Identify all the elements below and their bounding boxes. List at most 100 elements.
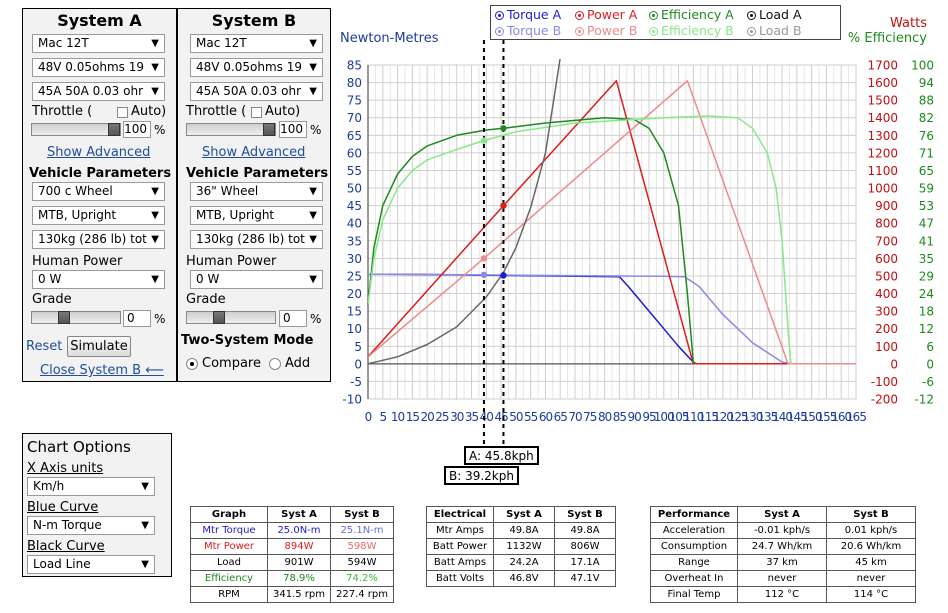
series-line-efficiency-b: [368, 115, 792, 364]
grade-value-b[interactable]: 0: [279, 310, 307, 327]
legend-torque-b[interactable]: Torque B: [495, 23, 561, 38]
grade-slider-handle-b[interactable]: [213, 311, 225, 324]
throttle-value-b[interactable]: 100: [279, 121, 307, 138]
y-watts-tick-label: 600: [875, 252, 898, 266]
y-watts-tick-label: 200: [875, 322, 898, 336]
table-row: Batt Power 1132W 806W: [426, 538, 616, 555]
throttle-slider-handle-b[interactable]: [263, 123, 275, 136]
grade-slider-handle-a[interactable]: [58, 311, 70, 324]
throttle-slider-handle-a[interactable]: [108, 123, 120, 136]
x-tick-label: 70: [568, 410, 582, 424]
table-row: Load 901W 594W: [190, 554, 394, 571]
row-value-a: 24.7 Wh/km: [737, 538, 827, 555]
y-watts-tick-label: 1100: [867, 164, 898, 178]
row-value-a: 341.5 rpm: [267, 586, 331, 603]
y-efficiency-tick-label: -6: [922, 375, 934, 389]
table-header: Performance: [650, 506, 738, 523]
legend-power-a[interactable]: Power A: [575, 7, 637, 22]
wheel-select-a[interactable]: 700 c Wheel ▼: [32, 182, 165, 201]
x-axis-units-select[interactable]: Km/h ▼: [27, 477, 155, 496]
human-power-select-a[interactable]: 0 W ▼: [32, 270, 165, 289]
marker-dot-power-a: [500, 202, 507, 209]
show-advanced-link-a[interactable]: Show Advanced: [47, 145, 151, 160]
auto-checkbox-b[interactable]: [251, 107, 262, 118]
row-value-a: 112 °C: [737, 586, 827, 603]
row-value-b: 45 km: [826, 554, 916, 571]
motor-select-b[interactable]: Mac 12T ▼: [190, 34, 323, 53]
y-left-tick-label: 55: [347, 164, 362, 178]
row-value-a: 49.8A: [493, 522, 555, 539]
black-curve-select[interactable]: Load Line ▼: [27, 555, 155, 574]
throttle-value-a[interactable]: 100: [123, 121, 151, 138]
y-efficiency-tick-label: 0: [926, 357, 934, 371]
blue-curve-select[interactable]: N-m Torque ▼: [27, 516, 155, 535]
battery-select-b[interactable]: 48V 0.05ohms 19 ▼: [190, 58, 323, 77]
auto-checkbox-a[interactable]: [117, 107, 128, 118]
radio-dot-icon: [649, 11, 658, 20]
row-value-b: 598W: [330, 538, 394, 555]
controller-select-a[interactable]: 45A 50A 0.03 ohr ▼: [32, 82, 165, 101]
grade-slider-a[interactable]: [31, 311, 121, 324]
series-line-power-a: [368, 80, 856, 365]
x-tick-label: 50: [509, 410, 523, 424]
bike-type-select-b[interactable]: MTB, Upright ▼: [190, 206, 323, 225]
x-tick-label: 55: [524, 410, 538, 424]
grade-label-b: Grade: [186, 292, 226, 307]
bike-type-select-a[interactable]: MTB, Upright ▼: [32, 206, 165, 225]
legend-load-a[interactable]: Load A: [747, 7, 802, 22]
percent-sign: %: [310, 312, 322, 326]
y-efficiency-tick-label: 59: [919, 182, 934, 196]
legend-efficiency-a[interactable]: Efficiency A: [649, 7, 734, 22]
table-row: Mtr Torque 25.0N-m 25.1N-m: [190, 522, 394, 539]
black-curve-label: Black Curve: [27, 539, 105, 554]
chevron-down-icon: ▼: [309, 234, 317, 245]
x-tick-label: 60: [539, 410, 553, 424]
legend-torque-a[interactable]: Torque A: [495, 7, 561, 22]
compare-radio[interactable]: [186, 358, 198, 370]
weight-select-b[interactable]: 130kg (286 lb) tot ▼: [190, 230, 323, 249]
y-watts-tick-label: 800: [875, 217, 898, 231]
legend-load-b[interactable]: Load B: [747, 23, 802, 38]
y-efficiency-tick-label: 24: [919, 287, 934, 301]
table-row: Acceleration -0.01 kph/s 0.01 kph/s: [650, 522, 916, 539]
motor-select-a[interactable]: Mac 12T ▼: [32, 34, 165, 53]
percent-sign: %: [154, 312, 166, 326]
system-b-title: System B: [211, 11, 297, 30]
y-efficiency-tick-label: 6: [926, 340, 934, 354]
y-watts-tick-label: 1700: [867, 59, 898, 73]
chevron-down-icon: ▼: [141, 520, 149, 531]
weight-select-a[interactable]: 130kg (286 lb) tot ▼: [32, 230, 165, 249]
y-left-tick-label: 60: [347, 146, 362, 160]
legend-efficiency-b[interactable]: Efficiency B: [649, 23, 734, 38]
speed-marker-a-label: A: 45.8kph: [464, 446, 539, 465]
simulate-button[interactable]: Simulate: [67, 336, 131, 357]
chevron-down-icon: ▼: [151, 38, 159, 49]
wheel-select-b[interactable]: 36" Wheel ▼: [190, 182, 323, 201]
y-left-tick-label: 10: [347, 322, 362, 336]
x-tick-label: 145: [787, 410, 807, 424]
reset-link-a[interactable]: Reset: [26, 339, 63, 354]
grade-value-a[interactable]: 0: [123, 310, 151, 327]
close-system-b-link[interactable]: Close System B ⟵: [40, 363, 164, 378]
show-advanced-link-b[interactable]: Show Advanced: [202, 145, 306, 160]
performance-chart[interactable]: Newton-Metres Watts % Efficiency -10-505…: [0, 0, 948, 470]
human-power-select-b[interactable]: 0 W ▼: [190, 270, 323, 289]
compare-label: Compare: [202, 356, 261, 371]
grade-slider-b[interactable]: [186, 311, 276, 324]
throttle-slider-b[interactable]: [186, 123, 276, 136]
series-line-power-b: [368, 80, 856, 365]
throttle-slider-a[interactable]: [31, 123, 121, 136]
y-left-tick-label: 35: [347, 234, 362, 248]
row-value-b: 49.8A: [554, 522, 616, 539]
percent-sign: %: [310, 123, 322, 137]
row-value-a: 24.2A: [493, 554, 555, 571]
x-tick-label: 75: [583, 410, 597, 424]
legend-power-b[interactable]: Power B: [575, 23, 637, 38]
add-radio[interactable]: [269, 358, 281, 370]
row-value-a: 25.0N-m: [267, 522, 331, 539]
efficiency-axis-label: % Efficiency: [848, 31, 927, 46]
controller-select-b[interactable]: 45A 50A 0.03 ohr ▼: [190, 82, 323, 101]
battery-select-a[interactable]: 48V 0.05ohms 19 ▼: [32, 58, 165, 77]
y-left-tick-label: 65: [347, 129, 362, 143]
y-efficiency-tick-label: 29: [919, 269, 934, 283]
